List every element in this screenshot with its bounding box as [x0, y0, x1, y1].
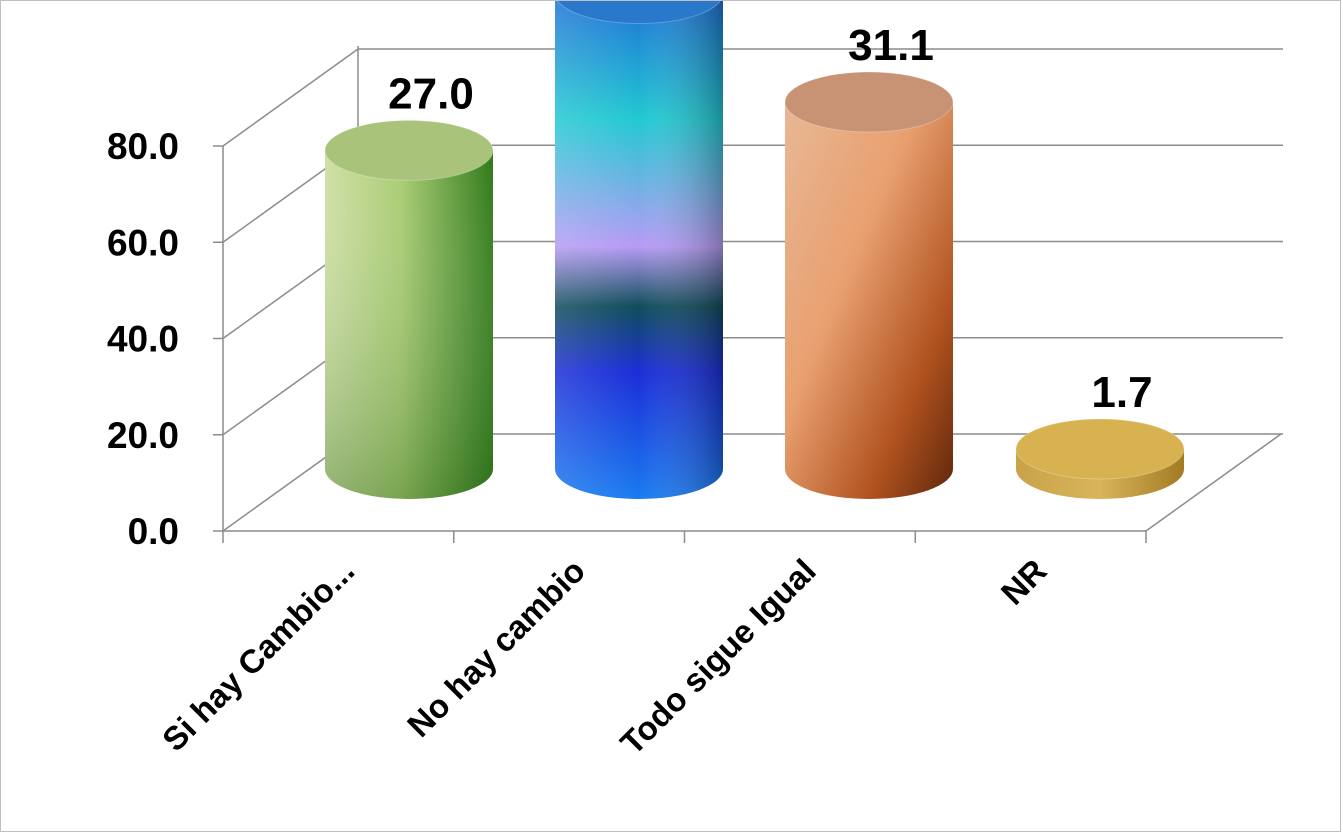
- bar-shading: [555, 1, 723, 499]
- x-category-label: NR: [994, 552, 1054, 612]
- floor-right-edge: [1145, 433, 1282, 532]
- bar-shading: [325, 150, 493, 499]
- data-label: 1.7: [1091, 368, 1152, 417]
- x-category-label: Si hay Cambio...: [155, 552, 361, 758]
- y-tick-label: 60.0: [107, 222, 179, 263]
- bar-body: [785, 102, 953, 500]
- x-category-label: No hay cambio: [400, 552, 592, 744]
- bar-top: [557, 1, 721, 24]
- y-tick-label: 80.0: [107, 126, 179, 167]
- data-label: 31.1: [848, 21, 934, 70]
- y-tick-label: 0.0: [128, 511, 179, 552]
- y-tick-label: 20.0: [107, 415, 179, 456]
- data-label: 27.0: [388, 69, 474, 118]
- bar-2: [555, 1, 723, 499]
- bar-3: [784, 71, 954, 500]
- bar-top: [324, 119, 494, 181]
- y-tick-label: 40.0: [107, 319, 179, 360]
- bars-layer: [324, 1, 1185, 500]
- bar-4: [1015, 418, 1185, 499]
- bar-1: [324, 119, 494, 499]
- bar-top: [784, 71, 954, 133]
- x-category-label: Todo sigue Igual: [613, 552, 823, 762]
- grid-diagonal: [222, 48, 359, 147]
- bar-top: [1015, 418, 1185, 480]
